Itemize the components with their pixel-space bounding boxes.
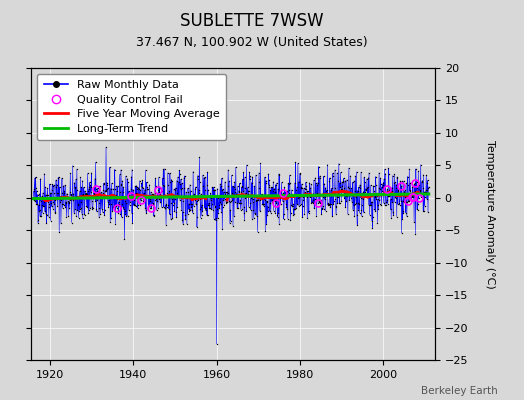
Text: Berkeley Earth: Berkeley Earth bbox=[421, 386, 498, 396]
Text: SUBLETTE 7WSW: SUBLETTE 7WSW bbox=[180, 12, 323, 30]
Y-axis label: Temperature Anomaly (°C): Temperature Anomaly (°C) bbox=[485, 140, 495, 288]
Text: 37.467 N, 100.902 W (United States): 37.467 N, 100.902 W (United States) bbox=[136, 36, 367, 49]
Legend: Raw Monthly Data, Quality Control Fail, Five Year Moving Average, Long-Term Tren: Raw Monthly Data, Quality Control Fail, … bbox=[37, 74, 226, 140]
